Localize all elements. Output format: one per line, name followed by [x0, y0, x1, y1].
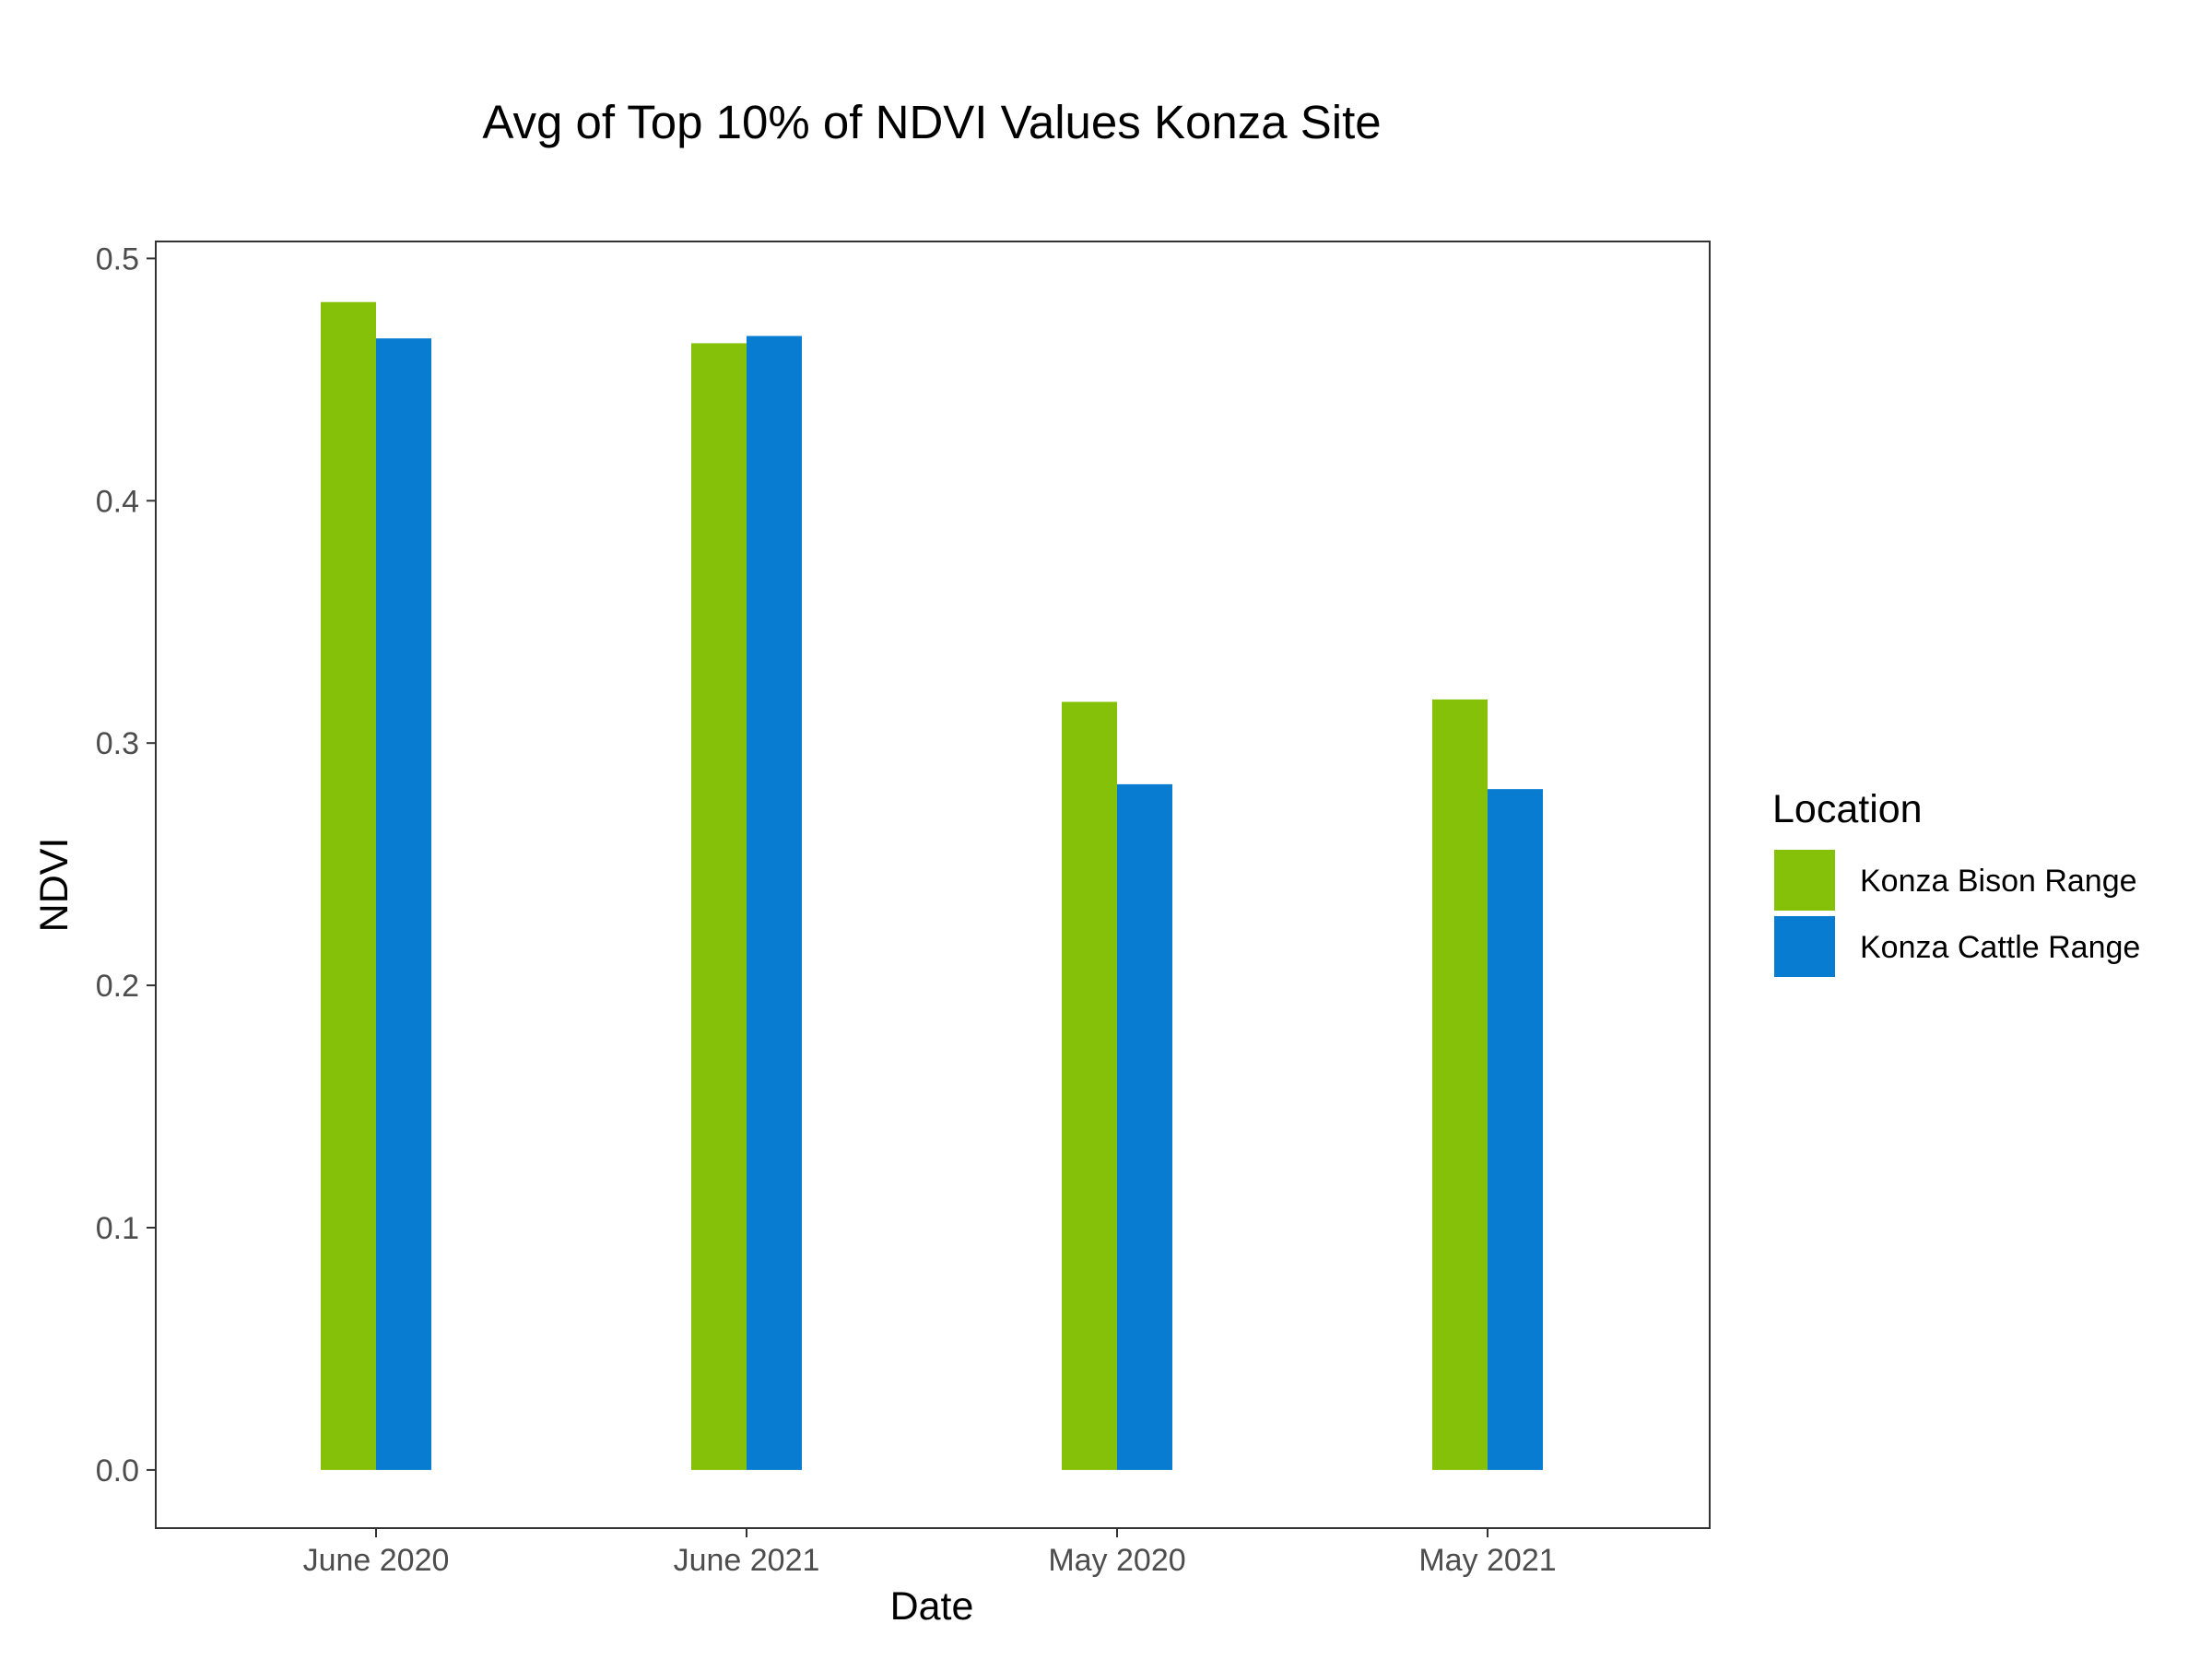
- legend-items: Konza Bison Range Konza Cattle Range: [1774, 850, 2140, 977]
- y-tick-label: 0.4: [96, 484, 139, 519]
- x-axis-title: Date: [890, 1584, 974, 1629]
- x-tick-label: May 2020: [1048, 1543, 1185, 1578]
- legend-key-1: [1774, 850, 1835, 911]
- bar-konza-bison-range-june-2020: [321, 301, 376, 1470]
- bar-konza-bison-range-june-2021: [691, 343, 747, 1470]
- bar-konza-bison-range-may-2021: [1432, 699, 1488, 1470]
- y-tick-label: 0.5: [96, 241, 139, 276]
- legend-label-2: Konza Cattle Range: [1860, 930, 2140, 965]
- chart-title: Avg of Top 10% of NDVI Values Konza Site: [482, 96, 1381, 148]
- bar-konza-cattle-range-june-2021: [747, 335, 802, 1470]
- x-tick-label: June 2020: [303, 1543, 450, 1578]
- x-axis: June 2020 June 2021 May 2020 May 2021: [303, 1528, 1557, 1578]
- plot-panel: [155, 241, 1711, 1529]
- y-tick-label: 0.0: [96, 1453, 139, 1488]
- x-tick-label: May 2021: [1418, 1543, 1556, 1578]
- y-tick-label: 0.1: [96, 1211, 139, 1246]
- bar-konza-cattle-range-june-2020: [376, 338, 431, 1470]
- legend-key-2: [1774, 916, 1835, 977]
- bars-group: [321, 301, 1543, 1470]
- y-axis-title: NDVI: [32, 838, 76, 933]
- legend-title: Location: [1772, 787, 1923, 831]
- y-tick-label: 0.3: [96, 726, 139, 761]
- bar-konza-bison-range-may-2020: [1062, 701, 1117, 1470]
- legend: Location Konza Bison Range Konza Cattle R…: [1772, 787, 2140, 977]
- bar-konza-cattle-range-may-2020: [1117, 783, 1172, 1470]
- bar-konza-cattle-range-may-2021: [1488, 789, 1543, 1470]
- y-axis: 0.0 0.1 0.2 0.3 0.4 0.5: [96, 241, 156, 1488]
- x-tick-label: June 2021: [674, 1543, 820, 1578]
- y-tick-label: 0.2: [96, 969, 139, 1004]
- legend-label-1: Konza Bison Range: [1860, 864, 2137, 899]
